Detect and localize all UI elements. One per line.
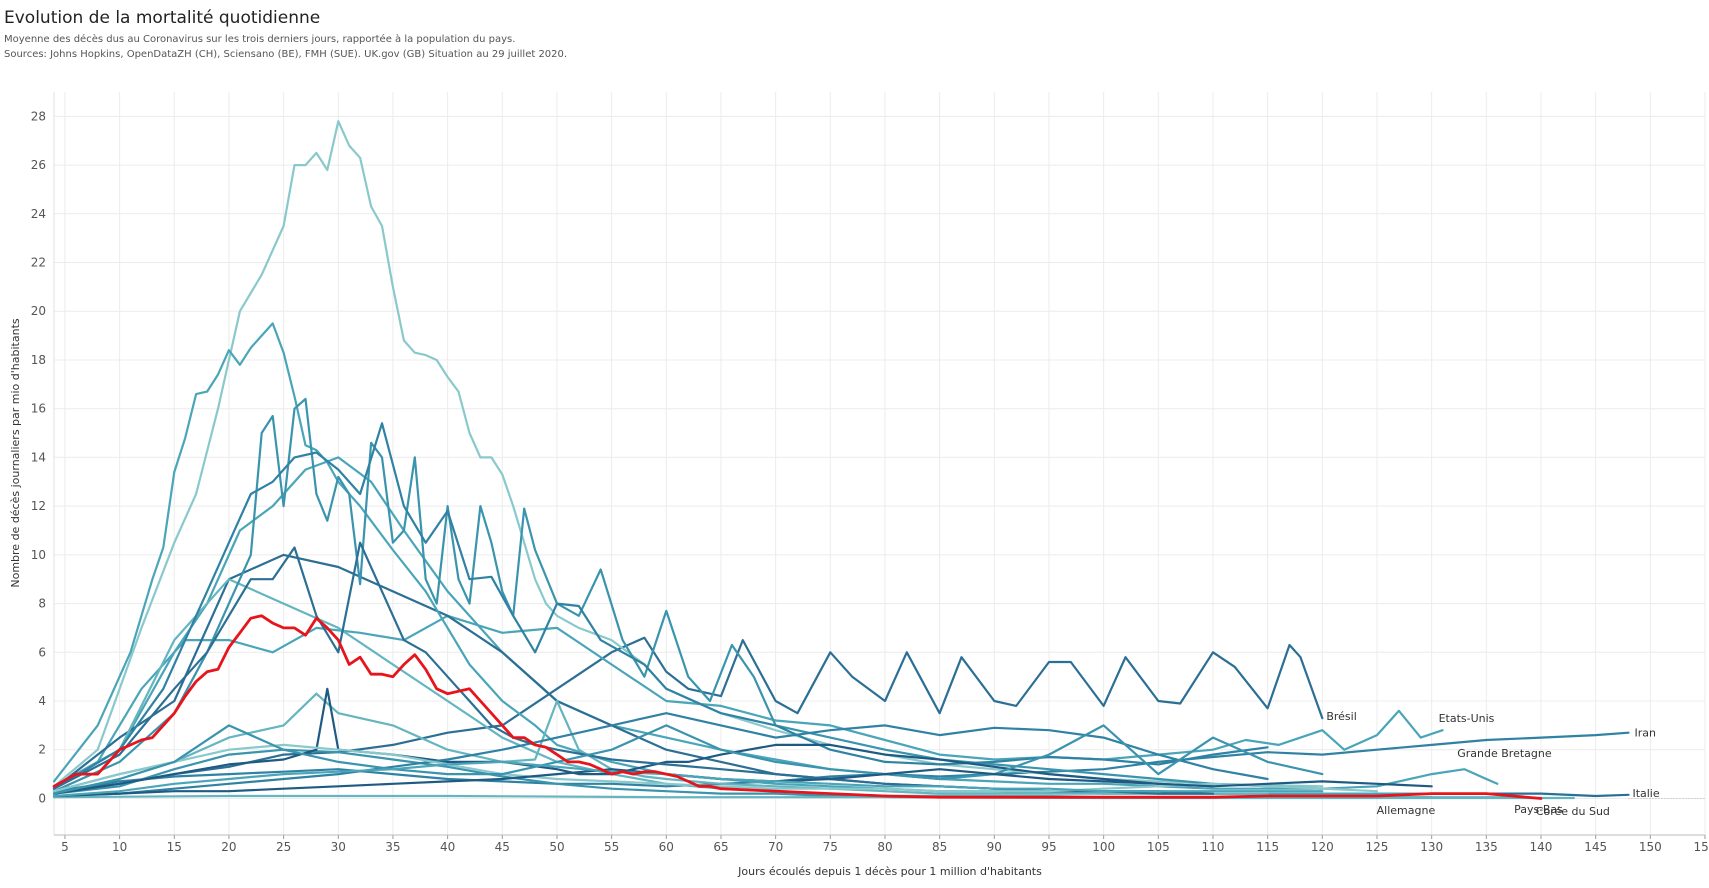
y-tick-label: 14 [31, 450, 46, 464]
series-line-italie [52, 553, 1630, 798]
x-tick-label: 40 [440, 840, 455, 854]
chart-sources: Sources: Johns Hopkins, OpenDataZH (CH),… [4, 49, 568, 60]
series-line-perou [52, 687, 1215, 795]
series-label-bresil: Brésil [1326, 710, 1356, 723]
series-line-equateur [52, 724, 1324, 795]
chart-series-labels: Brésil Etats-Unis Iran Grande Bretagne Itali… [1326, 710, 1660, 818]
chart-title: Evolution de la mortalité quotidienne [4, 8, 321, 28]
x-tick-label: 25 [276, 840, 291, 854]
x-tick-label: 110 [1202, 840, 1225, 854]
series-line-iran [52, 731, 1630, 793]
x-tick-label: 145 [1584, 840, 1607, 854]
series-label-grande-bretagne: Grande Bretagne [1457, 747, 1552, 760]
series-line-suede [52, 397, 1324, 793]
series-line-france [52, 422, 1269, 790]
y-tick-label: 10 [31, 548, 46, 562]
x-tick-label: 55 [604, 840, 619, 854]
x-tick-label: 80 [877, 840, 892, 854]
y-tick-label: 18 [31, 353, 46, 367]
y-tick-label: 0 [38, 791, 46, 805]
series-label-coree-du-sud: Corée du Sud [1536, 805, 1610, 818]
chart-subtitle: Moyenne des décès dus au Coronavirus sur… [4, 34, 516, 45]
x-tick-label: 150 [1639, 840, 1662, 854]
x-tick-label: 105 [1147, 840, 1170, 854]
y-tick-label: 2 [38, 743, 46, 757]
chart-axes: 5 10 15 20 25 30 35 40 45 50 55 60 65 70 75 80 85 90 95 100… [31, 92, 1709, 854]
series-label-iran: Iran [1634, 727, 1656, 740]
x-tick-label: 140 [1530, 840, 1553, 854]
x-tick-label: 15 [167, 840, 182, 854]
series-line-colombie [52, 760, 1324, 798]
x-tick-label: 30 [331, 840, 346, 854]
x-tick-label: 50 [549, 840, 564, 854]
x-tick-label: 60 [659, 840, 674, 854]
x-tick-label: 135 [1475, 840, 1498, 854]
x-tick-label: 20 [221, 840, 236, 854]
y-tick-label: 6 [38, 645, 46, 659]
x-tick-label: 130 [1420, 840, 1443, 854]
series-line-etats-unis [52, 614, 1444, 788]
y-tick-label: 26 [31, 158, 46, 172]
y-tick-label: 4 [38, 694, 46, 708]
series-line-chili [52, 712, 1269, 798]
x-tick-label: 100 [1092, 840, 1115, 854]
series-line-coree-du-sud [52, 794, 1575, 800]
y-axis-label: Nombre de décès journaliers par mio d'ha… [9, 318, 22, 588]
x-tick-label: 35 [385, 840, 400, 854]
x-tick-label: 70 [768, 840, 783, 854]
x-tick-label: 115 [1256, 840, 1279, 854]
x-tick-label: 125 [1366, 840, 1389, 854]
x-tick-label: 95 [1041, 840, 1056, 854]
y-tick-label: 20 [31, 304, 46, 318]
x-tick-label: 75 [823, 840, 838, 854]
x-tick-label: 10 [112, 840, 127, 854]
series-line-bresil [52, 636, 1324, 793]
series-line-suisse [52, 614, 1543, 800]
x-tick-label: 155 [1694, 840, 1709, 854]
series-label-allemagne: Allemagne [1377, 804, 1436, 817]
x-axis-label: Jours écoulés depuis 1 décès pour 1 mill… [737, 865, 1042, 878]
series-label-italie: Italie [1632, 787, 1659, 800]
y-tick-label: 16 [31, 402, 46, 416]
x-tick-label: 90 [987, 840, 1002, 854]
y-tick-label: 24 [31, 207, 46, 221]
series-line-portugal [52, 743, 1379, 793]
y-tick-label: 12 [31, 499, 46, 513]
y-tick-label: 28 [31, 109, 46, 123]
x-tick-label: 85 [932, 840, 947, 854]
chart-series [52, 120, 1630, 800]
y-tick-label: 22 [31, 256, 46, 270]
x-tick-label: 5 [61, 840, 69, 854]
series-label-etats-unis: Etats-Unis [1439, 712, 1495, 725]
series-line-belgique [52, 120, 1324, 788]
series-line-pays-bas [52, 578, 1521, 799]
x-tick-label: 45 [495, 840, 510, 854]
series-label-pays-bas: Pays-Bas [1514, 803, 1563, 816]
y-tick-label: 8 [38, 597, 46, 611]
x-tick-label: 120 [1311, 840, 1334, 854]
x-tick-label: 65 [713, 840, 728, 854]
series-line-espagne [52, 322, 1433, 795]
